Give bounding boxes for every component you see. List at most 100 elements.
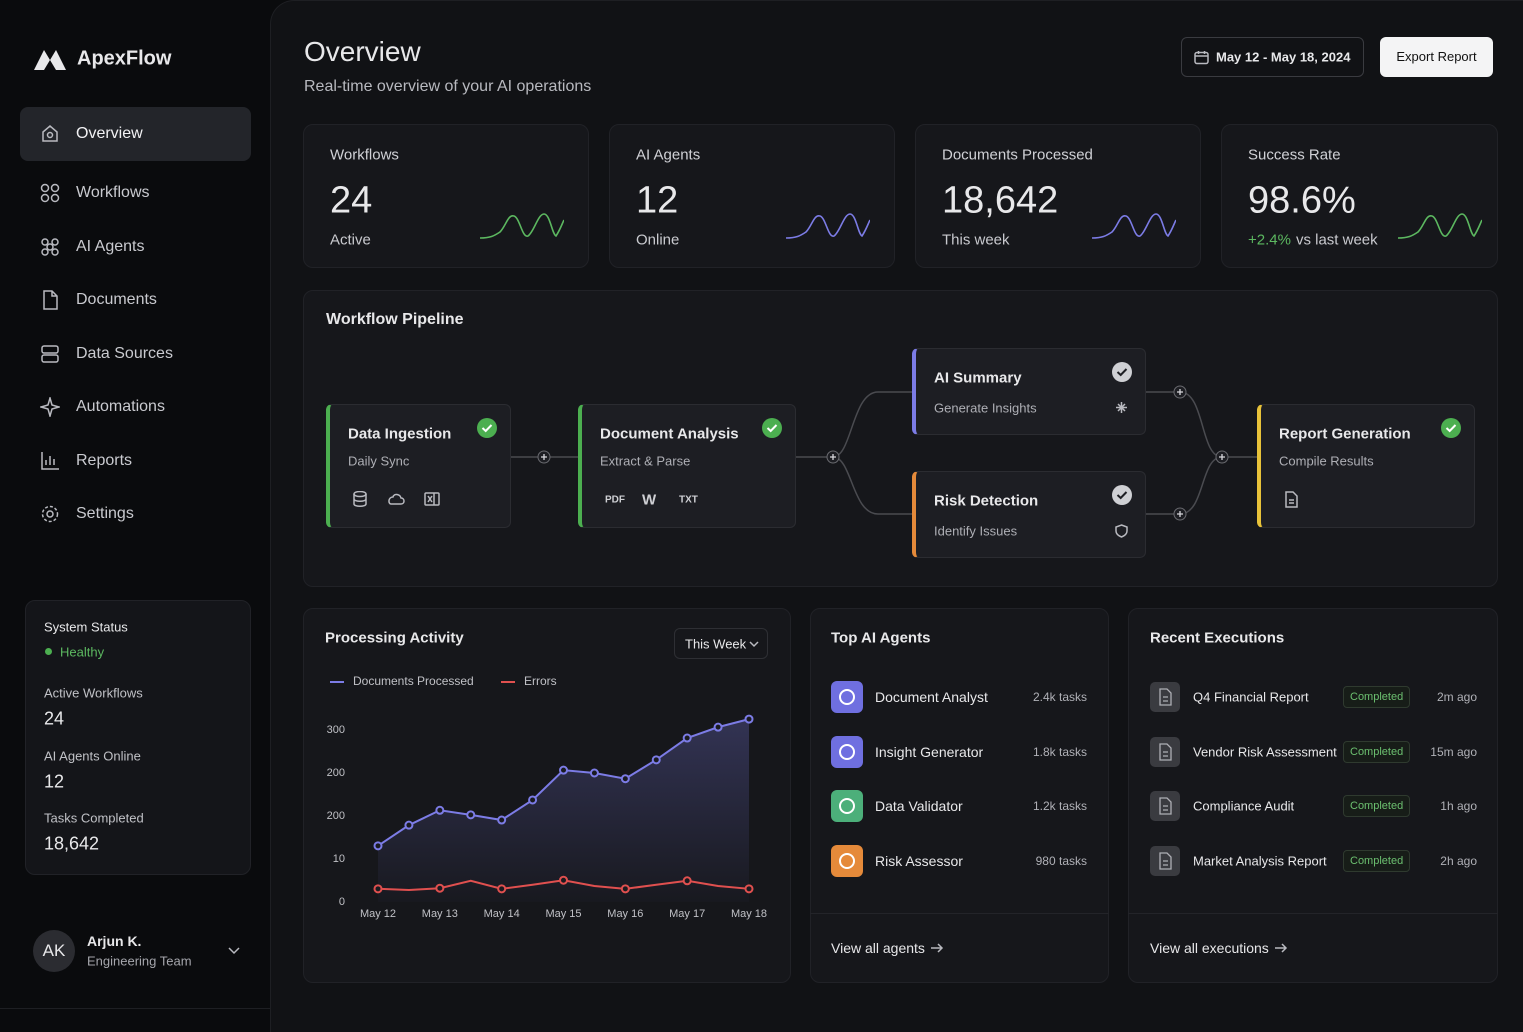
node-title: Report Generation bbox=[1279, 425, 1411, 443]
stat-label: Success Rate bbox=[1248, 146, 1341, 164]
node-subtitle: Daily Sync bbox=[348, 453, 410, 469]
execution-icon bbox=[1150, 682, 1180, 712]
status-check bbox=[1112, 362, 1132, 382]
excel-icon bbox=[424, 492, 440, 506]
execution-time: 1h ago bbox=[1440, 799, 1477, 814]
nav-item[interactable]: Data Sources bbox=[76, 345, 173, 362]
point bbox=[744, 884, 754, 894]
y-tick-label: 300 bbox=[327, 724, 345, 736]
agent-icon bbox=[831, 681, 863, 713]
nav-item[interactable]: Documents bbox=[76, 291, 157, 308]
dropdown-chevron bbox=[749, 641, 759, 648]
execution-status: Completed bbox=[1343, 740, 1411, 763]
x-tick-label: May 17 bbox=[669, 908, 705, 920]
node-title: Document Analysis bbox=[600, 425, 739, 443]
pipeline-connectors bbox=[511, 385, 1257, 521]
status-check bbox=[762, 418, 782, 438]
export-button[interactable]: Export Report bbox=[1380, 37, 1493, 77]
nav-item[interactable]: AI Agents bbox=[76, 238, 145, 255]
point bbox=[466, 810, 476, 820]
status-item-value: 12 bbox=[44, 771, 65, 791]
x-tick-label: May 14 bbox=[484, 908, 520, 920]
stat-value: 18,642 bbox=[942, 179, 1059, 222]
point bbox=[713, 722, 723, 732]
y-tick-label: 200 bbox=[327, 767, 345, 779]
stat-delta: +2.4% bbox=[1248, 231, 1291, 249]
nav-item[interactable]: Automations bbox=[76, 398, 165, 415]
agent-tasks: 980 tasks bbox=[1035, 854, 1087, 869]
x-tick-label: May 16 bbox=[607, 908, 643, 920]
agents-title: Top AI Agents bbox=[831, 629, 931, 647]
execution-name: Q4 Financial Report bbox=[1193, 689, 1309, 705]
nav-icon bbox=[40, 397, 60, 417]
agents-link[interactable]: View all agents bbox=[831, 940, 925, 956]
nav-icon bbox=[40, 183, 60, 203]
agent-name: Risk Assessor bbox=[875, 853, 963, 870]
point bbox=[651, 755, 661, 765]
arrow-icon bbox=[931, 943, 944, 953]
stat-value: 98.6% bbox=[1248, 179, 1356, 222]
x-tick-label: May 18 bbox=[731, 908, 767, 920]
node-subtitle: Extract & Parse bbox=[600, 453, 691, 469]
nav-item[interactable]: Settings bbox=[76, 505, 134, 522]
executions-link[interactable]: View all executions bbox=[1150, 940, 1269, 956]
nav-icon bbox=[41, 505, 59, 523]
node-subtitle: Identify Issues bbox=[934, 523, 1018, 539]
stat-card bbox=[609, 124, 895, 268]
nav-item[interactable]: Workflows bbox=[76, 184, 150, 201]
stat-card bbox=[915, 124, 1201, 268]
status-item-label: Active Workflows bbox=[44, 685, 143, 701]
status-title: System Status bbox=[44, 619, 128, 635]
execution-time: 15m ago bbox=[1430, 744, 1477, 759]
sparkline bbox=[1397, 213, 1482, 239]
agent-icon bbox=[831, 845, 863, 878]
y-tick-label: 200 bbox=[327, 810, 345, 822]
x-tick-label: May 13 bbox=[422, 908, 458, 920]
status-dot bbox=[45, 648, 52, 655]
nav-icon bbox=[41, 238, 59, 256]
user-menu-chevron[interactable] bbox=[228, 946, 240, 956]
point bbox=[620, 884, 630, 894]
range-label: This Week bbox=[685, 636, 747, 652]
legend-label: Errors bbox=[524, 674, 557, 688]
point bbox=[744, 714, 754, 724]
execution-icon bbox=[1150, 846, 1180, 877]
node-subtitle: Compile Results bbox=[1279, 453, 1374, 469]
execution-icon bbox=[1150, 736, 1180, 767]
activity-chart: 0 10 200 200 300 May 12 May 13 May 14 May 15 May … bbox=[327, 674, 767, 920]
status-item-value: 18,642 bbox=[44, 833, 100, 854]
db-icon bbox=[353, 491, 367, 507]
executions-title: Recent Executions bbox=[1150, 629, 1285, 647]
agent-tasks: 1.8k tasks bbox=[1032, 744, 1087, 759]
nav-item[interactable]: Overview bbox=[76, 125, 143, 142]
sparkline bbox=[479, 213, 564, 239]
cloud-icon bbox=[388, 493, 405, 505]
shield-icon bbox=[1115, 524, 1128, 538]
page-title: Overview bbox=[304, 36, 421, 67]
execution-name: Vendor Risk Assessment bbox=[1193, 744, 1337, 760]
status-check bbox=[477, 418, 497, 438]
date-range-button[interactable] bbox=[1181, 37, 1364, 77]
sparkline bbox=[785, 213, 870, 239]
point bbox=[589, 768, 599, 778]
brand-logo bbox=[34, 50, 66, 70]
system-status-card bbox=[25, 600, 251, 875]
agent-tasks: 1.2k tasks bbox=[1032, 799, 1087, 814]
agent-name: Data Validator bbox=[875, 798, 963, 815]
range-dropdown[interactable] bbox=[674, 628, 768, 659]
nav-active-bg bbox=[20, 107, 251, 161]
activity-title: Processing Activity bbox=[325, 629, 464, 647]
legend-label: Documents Processed bbox=[353, 674, 474, 688]
stat-note: Online bbox=[636, 231, 680, 249]
execution-status: Completed bbox=[1343, 850, 1411, 873]
node-tag: TXT bbox=[679, 494, 698, 506]
stat-card bbox=[303, 124, 589, 268]
point bbox=[404, 820, 414, 830]
stat-label: Documents Processed bbox=[942, 146, 1093, 164]
user-team: Engineering Team bbox=[87, 953, 192, 969]
point bbox=[682, 733, 692, 743]
point bbox=[373, 841, 383, 851]
point bbox=[373, 884, 383, 894]
nav-item[interactable]: Reports bbox=[76, 452, 133, 469]
point bbox=[435, 883, 445, 893]
